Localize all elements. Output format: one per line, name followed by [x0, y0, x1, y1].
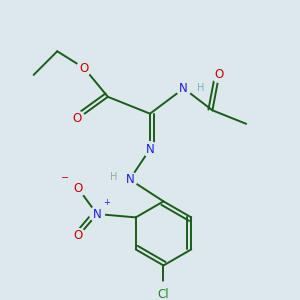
Circle shape — [176, 81, 191, 96]
Text: O: O — [73, 112, 82, 125]
Text: +: + — [103, 198, 110, 207]
Text: O: O — [74, 182, 83, 195]
Text: H: H — [196, 83, 204, 93]
Text: N: N — [125, 173, 134, 186]
Circle shape — [122, 172, 137, 187]
Circle shape — [71, 229, 86, 243]
Circle shape — [212, 68, 226, 82]
Text: Cl: Cl — [158, 288, 169, 300]
Text: N: N — [179, 82, 188, 95]
Text: O: O — [74, 230, 83, 242]
Text: N: N — [146, 142, 154, 156]
Circle shape — [77, 61, 92, 76]
Circle shape — [152, 282, 176, 300]
Text: −: − — [61, 172, 69, 183]
Text: N: N — [93, 208, 101, 220]
Text: H: H — [110, 172, 117, 182]
Circle shape — [71, 181, 86, 196]
Circle shape — [70, 111, 85, 126]
Text: O: O — [80, 61, 89, 75]
Circle shape — [142, 142, 158, 157]
Text: O: O — [214, 68, 224, 81]
Circle shape — [89, 207, 104, 221]
